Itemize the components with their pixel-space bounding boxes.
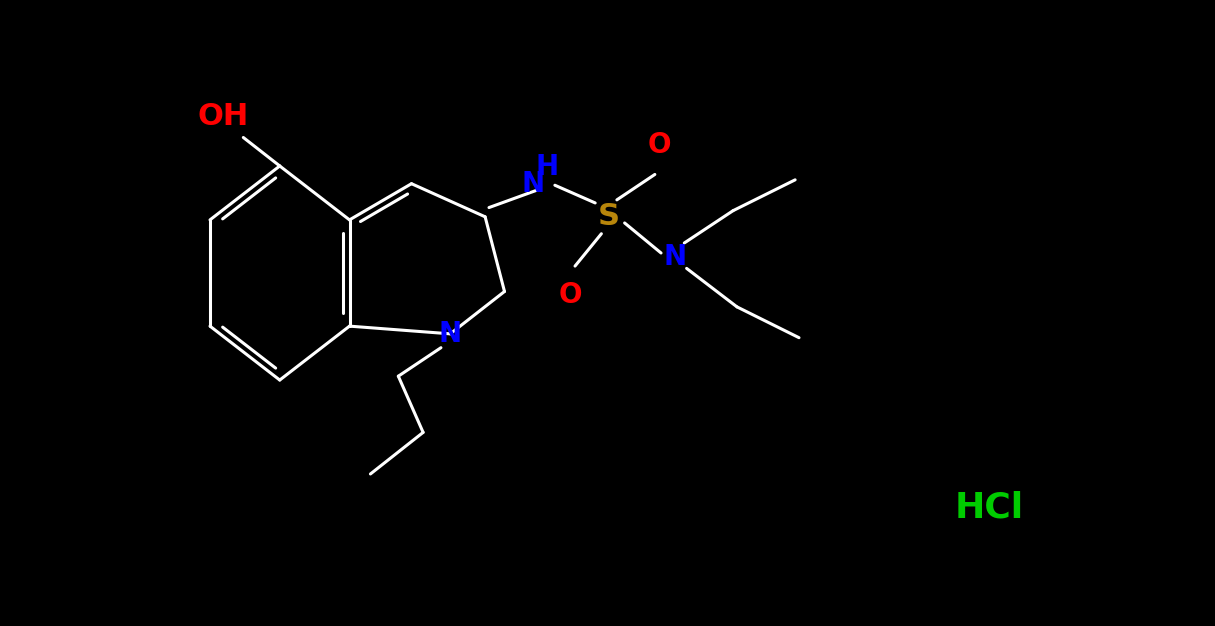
Text: S: S	[598, 202, 620, 231]
Text: O: O	[559, 281, 582, 309]
Text: OH: OH	[198, 102, 249, 131]
Text: HCl: HCl	[954, 490, 1023, 524]
Text: O: O	[648, 131, 671, 159]
Text: H: H	[536, 153, 559, 181]
Text: N: N	[439, 320, 462, 348]
Text: N: N	[521, 170, 544, 198]
Text: N: N	[663, 243, 686, 271]
